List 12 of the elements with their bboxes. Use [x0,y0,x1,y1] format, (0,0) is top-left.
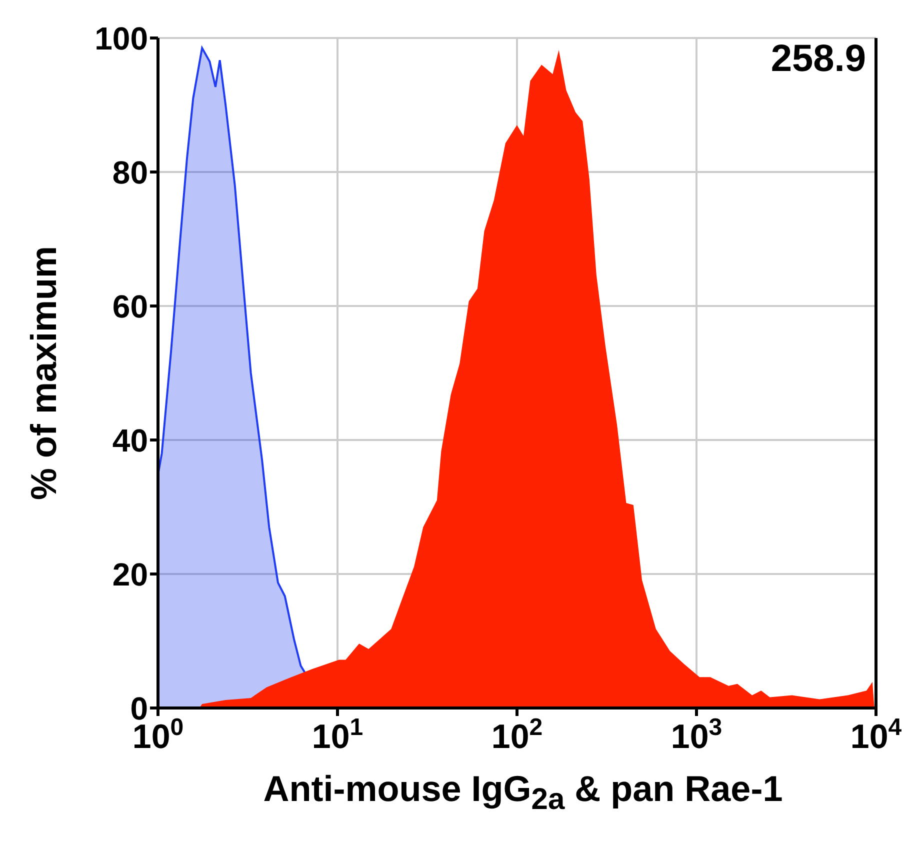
x-tick-label: 10$^{4}$ [850,714,902,756]
y-tick-label: 100 [94,20,148,56]
y-tick-label: 20 [112,556,148,592]
x-axis-title: Anti-mouse IgG$_{2a}$ & pan Rae-1 [262,768,784,818]
y-tick-label: 80 [112,154,148,190]
x-tick-label: 10$^{2}$ [491,714,543,756]
x-tick-label: 10$^{1}$ [312,714,364,756]
y-axis-title: % of maximum [22,246,64,500]
annotation: 258.9 [770,38,866,81]
x-tick-label: 10$^{3}$ [670,714,722,756]
y-tick-label: 40 [112,422,148,458]
y-tick-label: 60 [112,288,148,324]
